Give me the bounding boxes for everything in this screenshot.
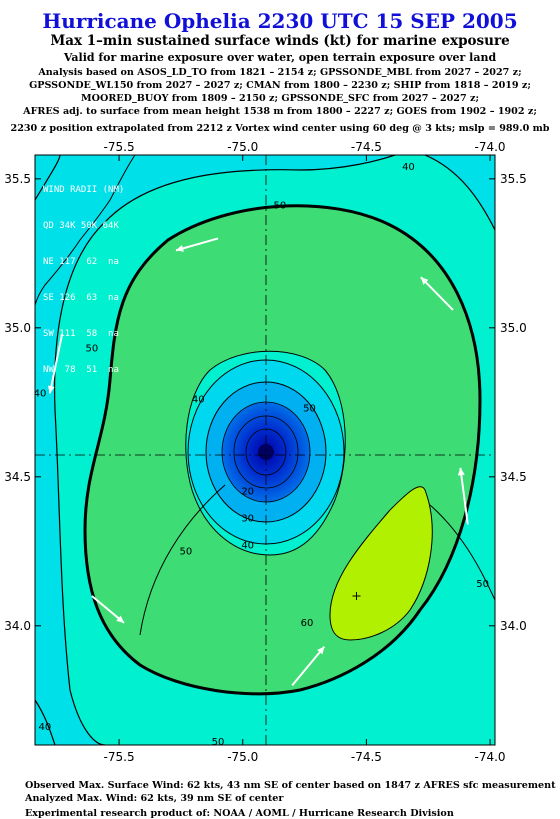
x-tick-label: -74.5 xyxy=(351,750,382,764)
y-tick-label: 34.5 xyxy=(500,470,527,484)
flow-arrow xyxy=(420,276,454,311)
observed-max-wind: Observed Max. Surface Wind: 62 kts, 43 n… xyxy=(25,780,556,791)
x-tick-label: -75.0 xyxy=(227,750,258,764)
contour-label: 50 xyxy=(86,344,99,355)
flow-arrow-head xyxy=(457,467,465,476)
contour-50-sw xyxy=(139,484,226,636)
flow-arrow xyxy=(291,646,326,687)
wind-radii-row: SE 126 63 na xyxy=(43,293,119,303)
band-60-plus xyxy=(330,486,433,640)
contour-label: 50 xyxy=(212,737,225,748)
contour-40-inner xyxy=(185,350,346,556)
contour-label: 40 xyxy=(39,722,52,733)
contour-label: 60 xyxy=(301,618,314,629)
band-30-40-ne xyxy=(425,155,495,230)
max-wind-marker xyxy=(352,592,361,601)
contour-label: 40 xyxy=(192,394,205,405)
analyzed-max-wind: Analyzed Max. Wind: 62 kts, 39 nm SE of … xyxy=(25,793,284,804)
valid-note: Valid for marine exposure over water, op… xyxy=(63,51,497,64)
band-30-40 xyxy=(35,155,395,745)
contour-label: 30 xyxy=(241,514,254,525)
x-tick-label: -74.0 xyxy=(475,140,506,154)
y-tick-label: 34.5 xyxy=(4,470,31,484)
contour-50-main xyxy=(83,204,482,696)
y-tick-label: 35.5 xyxy=(4,172,31,186)
contour-60 xyxy=(329,486,433,641)
wind-radii-box: WIND RADII (NM) QD 34K 50K 64K NE 117 62… xyxy=(43,160,124,388)
contour-30-nw xyxy=(35,155,61,201)
wind-radii-header: QD 34K 50K 64K xyxy=(43,221,119,231)
contour-40-west xyxy=(54,155,396,745)
x-tick-label: -74.5 xyxy=(351,140,382,154)
analysis-line-3: MOORED_BUOY from 1809 – 2150 z; GPSSONDE… xyxy=(81,93,479,104)
coastline xyxy=(35,155,136,306)
flow-arrow-head xyxy=(317,646,325,655)
contour-40-sw xyxy=(35,699,56,745)
flow-arrow xyxy=(175,237,219,252)
contour-label: 40 xyxy=(34,388,47,399)
y-tick-label: 35.5 xyxy=(500,172,527,186)
contour-label: 20 xyxy=(241,487,254,498)
x-tick-label: -74.0 xyxy=(475,750,506,764)
flow-arrow-head xyxy=(175,245,184,252)
contour-label: 50 xyxy=(303,403,316,414)
y-tick-label: 34.0 xyxy=(4,619,31,633)
contour-50-se xyxy=(429,504,495,601)
flow-arrow xyxy=(48,333,64,394)
analysis-line-2: GPSSONDE_WL150 from 2027 – 2027 z; CMAN … xyxy=(29,80,531,91)
wind-radii-row: NE 117 62 na xyxy=(43,257,119,267)
contour-label: 40 xyxy=(402,162,415,173)
contour-label: 50 xyxy=(179,546,192,557)
plot-frame xyxy=(34,154,496,746)
analysis-line-1: Analysis based on ASOS_LD_TO from 1821 –… xyxy=(38,67,522,78)
wind-radii-row: NW 78 51 na xyxy=(43,365,119,375)
wind-radii-row: SW 111 58 na xyxy=(43,329,119,339)
axes: -75.5 -75.5 -75.0 -75.0 -74.5 -74.5 -74.0 -74.0… xyxy=(4,140,526,764)
eye-center xyxy=(258,444,274,460)
flow-arrow-head xyxy=(47,385,55,394)
wind-radii-title: WIND RADII (NM) xyxy=(43,185,125,195)
plot-area: 40 50 50 40 40 50 20 30 40 50 60 50 50 40 xyxy=(34,155,495,748)
y-tick-label: 35.0 xyxy=(500,321,527,335)
x-tick-label: -75.0 xyxy=(227,140,258,154)
y-tick-label: 35.0 xyxy=(4,321,31,335)
chart-subtitle: Max 1–min sustained surface winds (kt) f… xyxy=(50,33,510,49)
contour-label: 50 xyxy=(476,579,489,590)
contour-40-ne xyxy=(424,155,495,231)
chart-title: Hurricane Ophelia 2230 UTC 15 SEP 2005 xyxy=(42,9,518,33)
contour-label: 40 xyxy=(241,540,254,551)
flow-arrow xyxy=(459,467,469,525)
credit-line: Experimental research product of: NOAA /… xyxy=(25,808,454,819)
chart-marks: 40 50 50 40 40 50 20 30 40 50 60 50 50 40 xyxy=(34,162,489,748)
y-tick-label: 34.0 xyxy=(500,619,527,633)
flow-arrow-head xyxy=(116,615,125,623)
x-tick-label: -75.5 xyxy=(104,750,135,764)
analysis-line-4: AFRES adj. to surface from mean height 1… xyxy=(23,106,537,117)
x-tick-label: -75.5 xyxy=(104,140,135,154)
contour-label: 50 xyxy=(273,201,286,212)
position-line: 2230 z position extrapolated from 2212 z… xyxy=(10,123,550,134)
flow-arrow-head xyxy=(420,277,429,285)
